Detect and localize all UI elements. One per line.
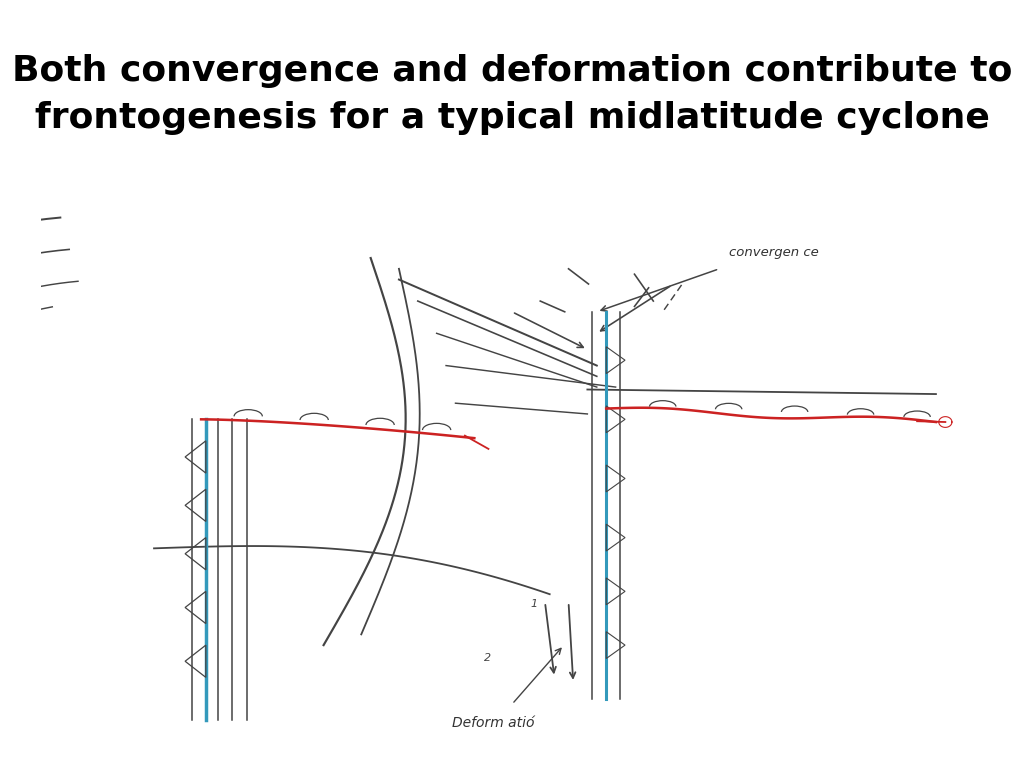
Text: Both convergence and deformation contribute to
frontogenesis for a typical midla: Both convergence and deformation contrib… bbox=[12, 54, 1012, 135]
Text: convergen ce: convergen ce bbox=[729, 247, 818, 259]
Text: Deform atió́: Deform atió́ bbox=[452, 716, 535, 730]
Text: 2: 2 bbox=[483, 654, 490, 664]
Text: 1: 1 bbox=[530, 600, 538, 610]
